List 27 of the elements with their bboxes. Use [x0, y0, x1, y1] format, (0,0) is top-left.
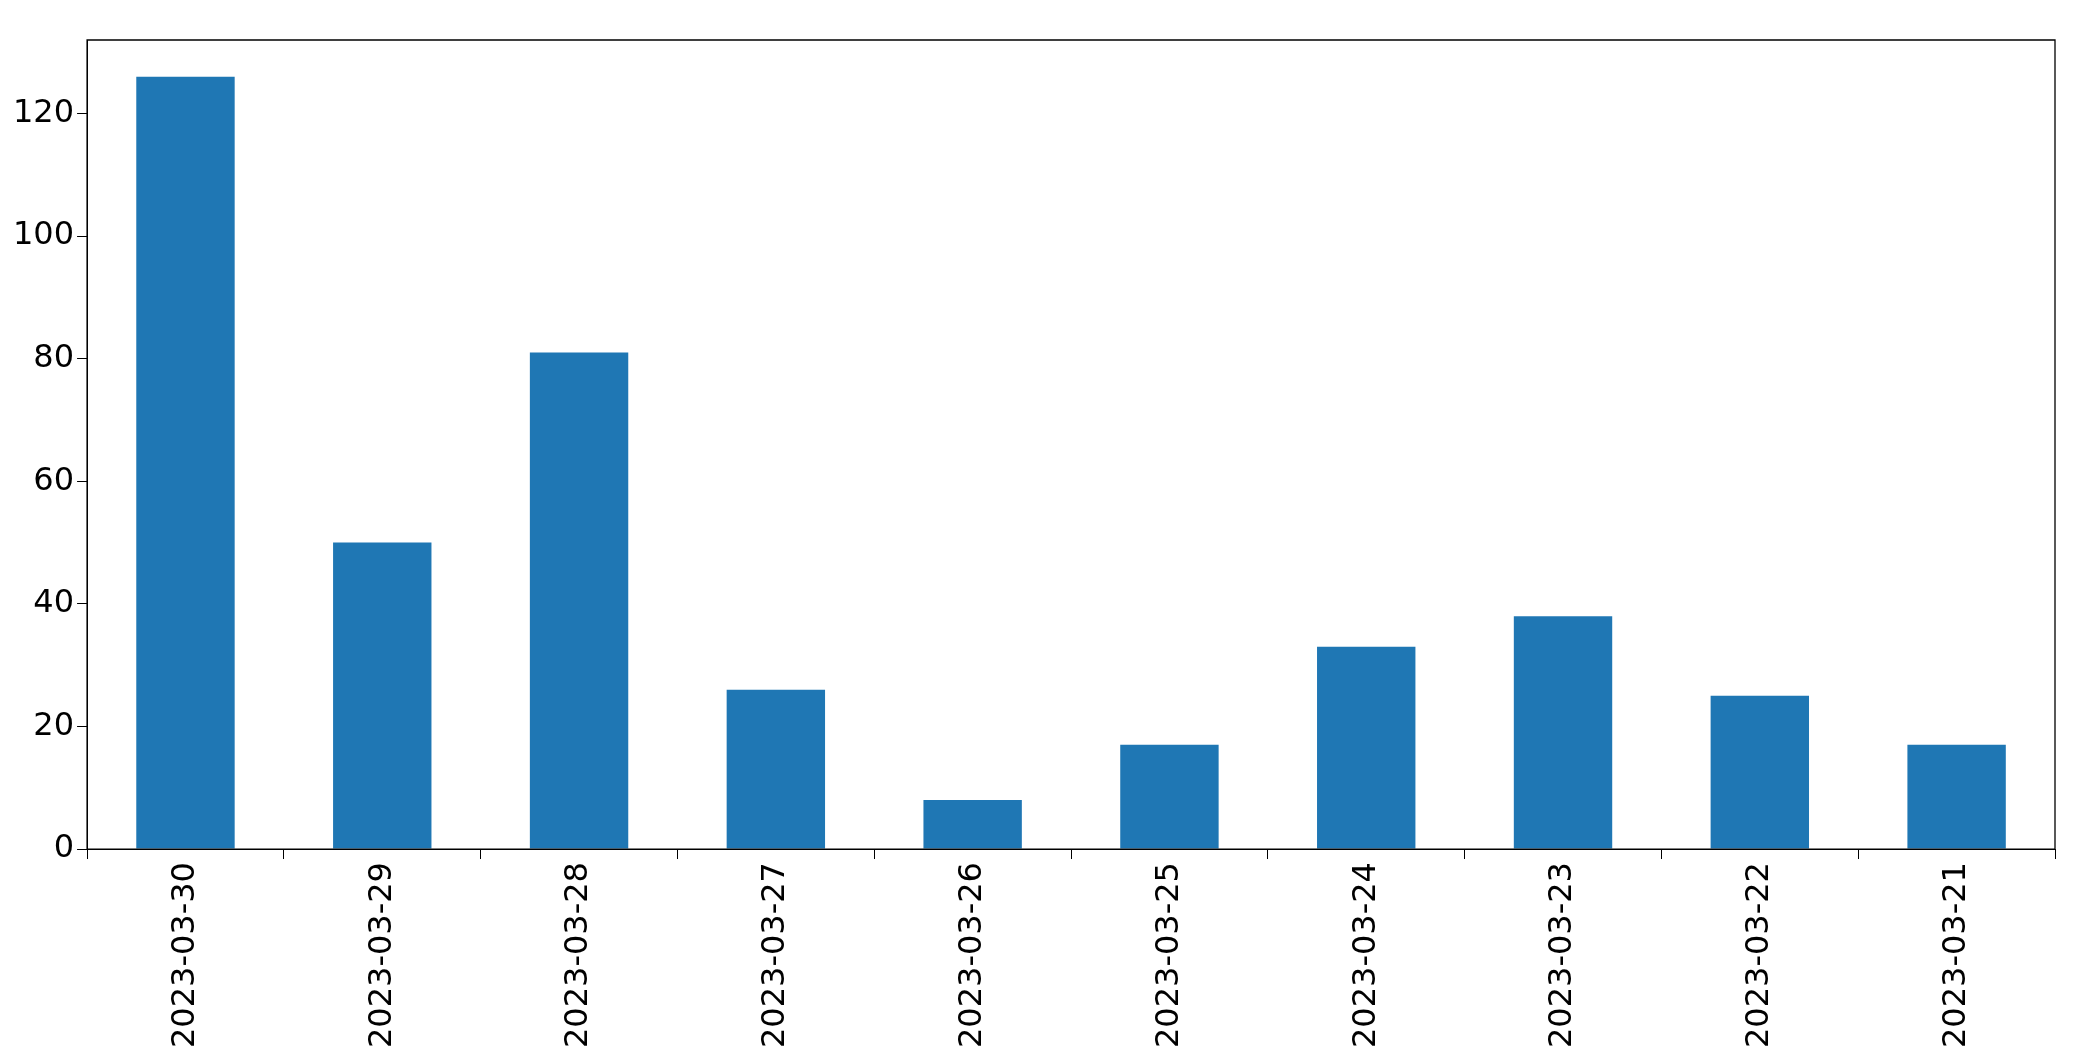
y-tick-label: 60 [33, 459, 75, 498]
x-tick-label: 2023-03-26 [950, 862, 989, 1048]
x-tick-label: 2023-03-28 [557, 862, 596, 1048]
bar [1120, 744, 1219, 849]
bar [1317, 646, 1416, 849]
y-tick-label: 100 [13, 214, 75, 253]
x-tick-label: 2023-03-25 [1147, 862, 1186, 1048]
x-tick-label: 2023-03-29 [360, 862, 399, 1048]
y-tick-label: 0 [53, 827, 75, 866]
y-tick-label: 80 [33, 337, 75, 376]
x-tick-label: 2023-03-30 [163, 862, 202, 1048]
bar [1710, 695, 1810, 849]
bar [923, 800, 1022, 849]
bar [136, 76, 235, 849]
x-tick-label: 2023-03-24 [1344, 862, 1383, 1048]
bar [726, 689, 826, 849]
bar [1907, 744, 2006, 849]
bar [529, 352, 629, 849]
bar [1513, 616, 1613, 849]
y-tick-label: 20 [33, 704, 75, 743]
x-tick-label: 2023-03-21 [1934, 862, 1973, 1048]
y-tick-label: 120 [13, 91, 75, 130]
x-tick-label: 2023-03-22 [1738, 862, 1777, 1048]
x-tick-label: 2023-03-27 [754, 862, 793, 1048]
bar [333, 542, 432, 849]
y-tick-label: 40 [33, 582, 75, 621]
x-tick-label: 2023-03-23 [1541, 862, 1580, 1048]
